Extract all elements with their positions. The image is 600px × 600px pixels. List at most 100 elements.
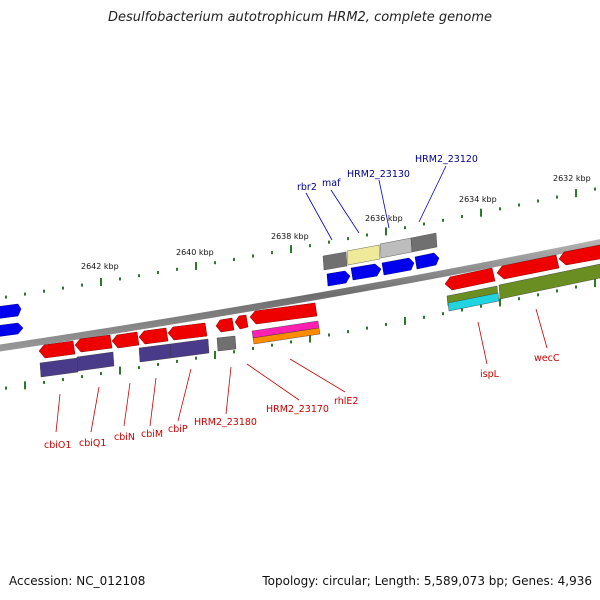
scale-minor-tick bbox=[233, 350, 235, 354]
forward-cds[interactable] bbox=[0, 322, 24, 337]
gene-label-cbio1[interactable]: cbiO1 bbox=[44, 440, 71, 451]
scale-minor-tick bbox=[328, 240, 330, 244]
forward-gene-labels: rbr2 maf HRM2_23130 HRM2_23120 bbox=[297, 154, 478, 193]
scale-minor-tick bbox=[347, 237, 349, 241]
scale-minor-tick bbox=[5, 386, 7, 390]
scale-minor-tick bbox=[157, 271, 159, 274]
scale-major-tick bbox=[214, 351, 216, 359]
cog-box-gray[interactable] bbox=[216, 335, 237, 352]
scale-minor-tick bbox=[442, 218, 444, 222]
gene-label-rhle2[interactable]: rhlE2 bbox=[334, 396, 358, 407]
cog-box-orange[interactable] bbox=[252, 327, 321, 345]
scale-minor-tick bbox=[252, 254, 254, 258]
genome-title: Desulfobacterium autotrophicum HRM2, com… bbox=[107, 10, 493, 25]
genome-backbone bbox=[0, 239, 600, 352]
gene-label-hrm2-23130[interactable]: HRM2_23130 bbox=[347, 169, 410, 180]
reverse-cds-track bbox=[38, 244, 600, 359]
forward-cds[interactable] bbox=[350, 263, 382, 281]
scale-major-tick bbox=[24, 381, 26, 390]
reverse-cds[interactable] bbox=[444, 267, 496, 291]
scale-minor-tick bbox=[214, 261, 216, 265]
scale-label-2636: 2636 kbp bbox=[365, 214, 403, 223]
scale-minor-tick bbox=[480, 304, 482, 308]
gene-label-cbim[interactable]: cbiM bbox=[141, 429, 163, 440]
forward-cds[interactable] bbox=[381, 257, 415, 276]
scale-minor-tick bbox=[62, 286, 64, 290]
cog-box-gray[interactable] bbox=[322, 251, 348, 271]
reverse-cds[interactable] bbox=[249, 302, 318, 325]
scale-minor-tick bbox=[5, 295, 7, 299]
scale-major-tick bbox=[290, 245, 292, 254]
reverse-cds[interactable] bbox=[215, 317, 235, 333]
scale-minor-tick bbox=[499, 207, 501, 211]
cog-box-purple[interactable] bbox=[39, 357, 79, 378]
scale-minor-tick bbox=[252, 347, 254, 350]
cog-box-gray[interactable] bbox=[410, 232, 438, 253]
scale-minor-tick bbox=[518, 203, 520, 207]
gene-label-cbin[interactable]: cbiN bbox=[114, 432, 135, 443]
reverse-cds[interactable] bbox=[38, 340, 76, 359]
cog-box-yellow[interactable] bbox=[346, 244, 381, 266]
gene-label-hrm2-23170[interactable]: HRM2_23170 bbox=[266, 404, 329, 415]
cog-box-cyan[interactable] bbox=[447, 292, 500, 312]
scale-minor-tick bbox=[24, 292, 26, 296]
scale-minor-tick bbox=[423, 222, 425, 226]
reverse-cds[interactable] bbox=[74, 334, 113, 353]
scale-minor-tick bbox=[176, 267, 178, 271]
scale-minor-tick bbox=[81, 375, 83, 379]
gene-label-cbip[interactable]: cbiP bbox=[168, 424, 188, 435]
gene-label-ispl[interactable]: ispL bbox=[480, 369, 500, 380]
gene-label-rbr2[interactable]: rbr2 bbox=[297, 182, 317, 193]
reverse-cds[interactable] bbox=[234, 314, 249, 330]
scale-label-2640: 2640 kbp bbox=[176, 248, 214, 257]
scale-major-tick bbox=[575, 189, 577, 198]
cog-box-silver[interactable] bbox=[379, 237, 413, 259]
scale-major-tick bbox=[404, 316, 406, 325]
scale-ticks-lower bbox=[5, 279, 596, 390]
reverse-cds[interactable] bbox=[111, 331, 140, 349]
reverse-cds[interactable] bbox=[496, 254, 560, 280]
scale-minor-tick bbox=[537, 199, 539, 203]
gene-label-wecc[interactable]: wecC bbox=[534, 353, 560, 364]
cog-box-purple[interactable] bbox=[169, 338, 210, 359]
gene-label-maf[interactable]: maf bbox=[322, 178, 341, 189]
scale-minor-tick bbox=[461, 308, 463, 312]
scale-major-tick bbox=[309, 334, 311, 343]
forward-cds[interactable] bbox=[414, 252, 440, 270]
scale-minor-tick bbox=[556, 289, 558, 293]
genome-summary-text: Topology: circular; Length: 5,589,073 bp… bbox=[262, 574, 592, 588]
reverse-gene-labels: cbiO1 cbiQ1 cbiN cbiM cbiP HRM2_23180 HR… bbox=[44, 353, 560, 451]
reverse-cds[interactable] bbox=[558, 244, 600, 266]
scale-minor-tick bbox=[43, 289, 45, 293]
forward-cds[interactable] bbox=[0, 303, 22, 319]
scale-label-2632: 2632 kbp bbox=[553, 174, 591, 183]
scale-major-tick bbox=[385, 227, 387, 236]
scale-minor-tick bbox=[271, 343, 273, 347]
scale-label-2638: 2638 kbp bbox=[271, 232, 309, 241]
gene-label-hrm2-23180[interactable]: HRM2_23180 bbox=[194, 417, 257, 428]
scale-minor-tick bbox=[62, 378, 64, 382]
scale-minor-tick bbox=[233, 257, 235, 261]
scale-minor-tick bbox=[404, 226, 406, 230]
cog-box-purple[interactable] bbox=[138, 343, 172, 363]
cog-box-olive[interactable] bbox=[498, 263, 600, 300]
scale-label-2642: 2642 kbp bbox=[81, 262, 119, 271]
cog-box-purple[interactable] bbox=[76, 351, 115, 372]
gene-label-hrm2-23120[interactable]: HRM2_23120 bbox=[415, 154, 478, 165]
gene-label-cbiq1[interactable]: cbiQ1 bbox=[79, 438, 106, 449]
scale-minor-tick bbox=[119, 277, 121, 281]
scale-major-tick bbox=[594, 279, 596, 287]
reverse-cds[interactable] bbox=[167, 322, 208, 341]
scale-minor-tick bbox=[594, 187, 596, 191]
scale-minor-tick bbox=[290, 340, 292, 344]
forward-cds-track bbox=[0, 252, 440, 337]
forward-cds[interactable] bbox=[326, 270, 351, 287]
scale-major-tick bbox=[499, 298, 501, 307]
scale-minor-tick bbox=[556, 195, 558, 199]
scale-minor-tick bbox=[43, 380, 45, 384]
reverse-cog-track bbox=[39, 263, 600, 378]
reverse-cds[interactable] bbox=[138, 327, 169, 345]
scale-minor-tick bbox=[271, 251, 273, 255]
